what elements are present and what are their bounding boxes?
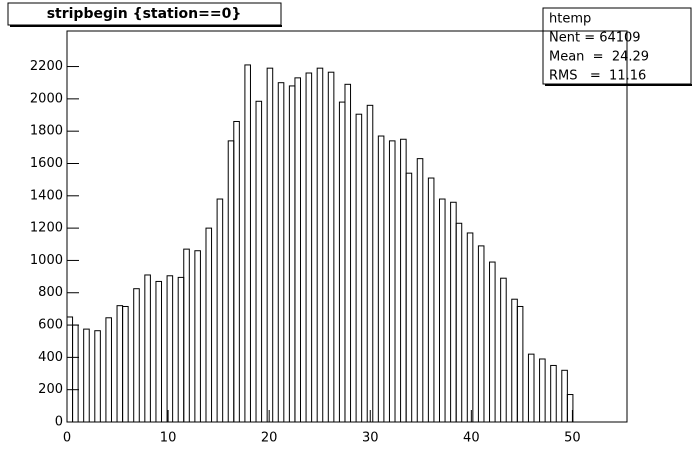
y-tick-label: 1600 <box>30 156 63 171</box>
x-tick-label: 10 <box>160 431 177 446</box>
bar <box>266 67 274 423</box>
bar <box>527 353 535 423</box>
bar <box>305 72 313 423</box>
bar <box>155 280 163 423</box>
bar <box>466 232 474 423</box>
bar <box>194 250 201 423</box>
bar <box>316 67 324 423</box>
chart-title: stripbegin {station==0} <box>47 6 242 22</box>
bar <box>216 198 224 423</box>
bar <box>177 276 185 423</box>
bar <box>416 158 424 423</box>
bar <box>327 71 335 423</box>
stats-box <box>542 7 692 85</box>
bar <box>566 394 574 423</box>
stats-line: Nent = 64109 <box>549 31 641 46</box>
x-tick-label: 30 <box>362 431 379 446</box>
bar <box>405 172 413 423</box>
bar <box>477 245 485 423</box>
bar <box>455 222 463 423</box>
y-tick-label: 200 <box>38 382 63 397</box>
bar <box>511 298 518 423</box>
bar <box>105 317 112 423</box>
stats-name: htemp <box>549 12 591 27</box>
bar <box>133 288 140 423</box>
bar <box>94 330 101 423</box>
y-tick-label: 2000 <box>30 91 63 106</box>
y-tick-label: 400 <box>38 350 63 365</box>
bar <box>489 261 496 423</box>
bar <box>166 275 174 423</box>
y-tick-label: 600 <box>38 318 63 333</box>
stats-line: Mean = 24.29 <box>549 50 649 65</box>
bar <box>344 83 352 423</box>
bar <box>388 140 396 423</box>
bar <box>438 198 446 423</box>
bar <box>233 120 240 423</box>
bar <box>516 305 524 423</box>
bar <box>244 64 251 423</box>
bar <box>366 104 374 423</box>
bar <box>550 364 557 423</box>
y-tick-label: 1800 <box>30 124 63 139</box>
bar <box>83 328 90 423</box>
x-tick-label: 0 <box>63 431 71 446</box>
plot-area: 0200400600800100012001400160018002000220… <box>30 30 628 446</box>
bar <box>116 305 124 423</box>
bar <box>255 100 263 423</box>
bar <box>355 113 363 423</box>
frame <box>66 30 628 423</box>
bar <box>400 138 407 423</box>
x-tick-label: 40 <box>463 431 480 446</box>
x-tick-label: 20 <box>261 431 278 446</box>
x-tick-label: 50 <box>564 431 581 446</box>
bar <box>277 82 285 423</box>
y-tick-label: 800 <box>38 285 63 300</box>
bar <box>122 305 129 423</box>
y-tick-label: 1200 <box>30 221 63 236</box>
bar <box>144 274 151 423</box>
bar <box>377 135 385 423</box>
y-tick-label: 0 <box>55 415 63 430</box>
bar <box>539 358 546 423</box>
bar <box>500 277 507 423</box>
y-tick-label: 1000 <box>30 253 63 268</box>
bar <box>66 316 74 423</box>
bar <box>288 85 296 423</box>
bar <box>205 227 213 423</box>
bar <box>227 140 235 423</box>
bar <box>338 101 346 423</box>
bar <box>427 177 435 423</box>
bar <box>294 77 302 423</box>
bar <box>183 248 190 423</box>
y-tick-label: 2200 <box>30 59 63 74</box>
bar <box>72 324 79 423</box>
bar <box>450 201 457 423</box>
bar <box>561 369 568 423</box>
stats-line: RMS = 11.16 <box>549 69 646 84</box>
y-tick-label: 1400 <box>30 188 63 203</box>
